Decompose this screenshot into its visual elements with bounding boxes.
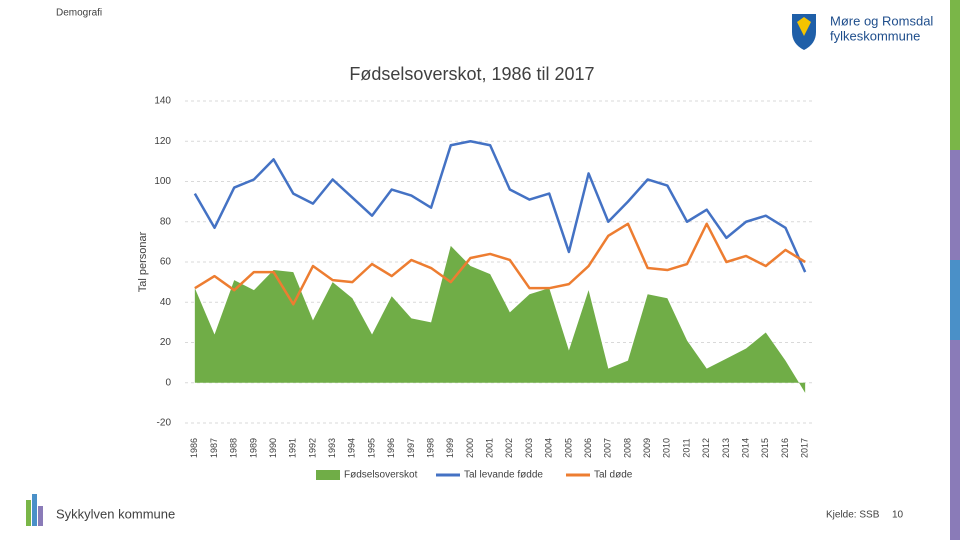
x-tick-label: 2000 <box>465 438 475 458</box>
x-tick-label: 2017 <box>800 438 810 458</box>
logo-bar <box>26 500 31 526</box>
x-tick-label: 2001 <box>485 438 495 458</box>
municipality-logo <box>26 494 43 526</box>
y-tick-label: 20 <box>160 337 172 348</box>
x-tick-label: 1995 <box>366 438 376 458</box>
section-label: Demografi <box>56 8 102 19</box>
y-tick-label: 120 <box>154 136 171 147</box>
logo: Møre og Romsdal fylkeskommune <box>792 13 933 50</box>
x-tick-label: 2012 <box>701 438 711 458</box>
x-tick-label: 1989 <box>248 438 258 458</box>
x-tick-label: 2002 <box>504 438 514 458</box>
x-tick-label: 1999 <box>445 438 455 458</box>
x-tick-label: 2014 <box>740 438 750 458</box>
x-tick-label: 2004 <box>544 438 554 458</box>
y-tick-label: 140 <box>154 96 171 107</box>
x-tick-label: 2005 <box>563 438 573 458</box>
plot: -20 0 20 40 60 80 100 120 140 1986 1987 1988 1989 199… <box>154 96 815 481</box>
y-axis-label: Tal personar <box>137 231 149 292</box>
x-tick-label: 1998 <box>425 438 435 458</box>
x-tick-label: 2006 <box>583 438 593 458</box>
municipality-name: Sykkylven kommune <box>56 506 175 521</box>
area <box>194 245 806 393</box>
x-tick-label: 2007 <box>603 438 613 458</box>
x-tick-label: 2010 <box>662 438 672 458</box>
logo-text: Møre og Romsdal <box>830 13 933 28</box>
y-tick-label: -20 <box>157 418 172 429</box>
y-tick-label: 40 <box>160 297 172 308</box>
line <box>193 140 807 273</box>
side-stripes <box>950 0 960 540</box>
y-tick-label: 60 <box>160 257 172 268</box>
x-tick-label: 1992 <box>307 438 317 458</box>
x-tick-label: 1988 <box>229 438 239 458</box>
x-tick-label: 2009 <box>642 438 652 458</box>
y-tick-label: 80 <box>160 216 172 227</box>
x-tick-label: 1996 <box>386 438 396 458</box>
legend-label: Fødselsoverskot <box>344 470 418 481</box>
y-tick-label: 0 <box>165 377 171 388</box>
logo-text: fylkeskommune <box>830 28 920 43</box>
x-tick-label: 1991 <box>288 438 298 458</box>
logo-bar <box>38 506 43 526</box>
logo-bar <box>32 494 37 526</box>
chart-title: Fødselsoverskot, 1986 til 2017 <box>349 64 594 84</box>
x-tick-label: 1986 <box>189 438 199 458</box>
logo-emblem <box>797 17 811 36</box>
x-tick-label: 2008 <box>622 438 632 458</box>
stripe <box>950 150 960 260</box>
x-tick-label: 2016 <box>780 438 790 458</box>
legend-label: Tal døde <box>594 470 633 481</box>
x-tick-label: 2015 <box>760 438 770 458</box>
x-tick-label: 2003 <box>524 438 534 458</box>
stripe <box>950 0 960 150</box>
stripe <box>950 260 960 340</box>
x-tick-label: 2013 <box>721 438 731 458</box>
source: Kjelde: SSB <box>826 510 880 521</box>
legend-swatch <box>316 470 340 480</box>
x-tick-label: 1987 <box>209 438 219 458</box>
legend-label: Tal levande fødde <box>464 470 543 481</box>
line <box>194 222 806 306</box>
x-tick-label: 2011 <box>681 438 691 457</box>
x-tick-label: 1997 <box>406 438 416 458</box>
x-tick-label: 1993 <box>327 438 337 458</box>
y-tick-label: 100 <box>154 176 171 187</box>
x-tick-label: 1994 <box>347 438 357 458</box>
stripe <box>950 340 960 540</box>
page-number: 10 <box>892 510 904 521</box>
x-tick-label: 1990 <box>268 438 278 458</box>
